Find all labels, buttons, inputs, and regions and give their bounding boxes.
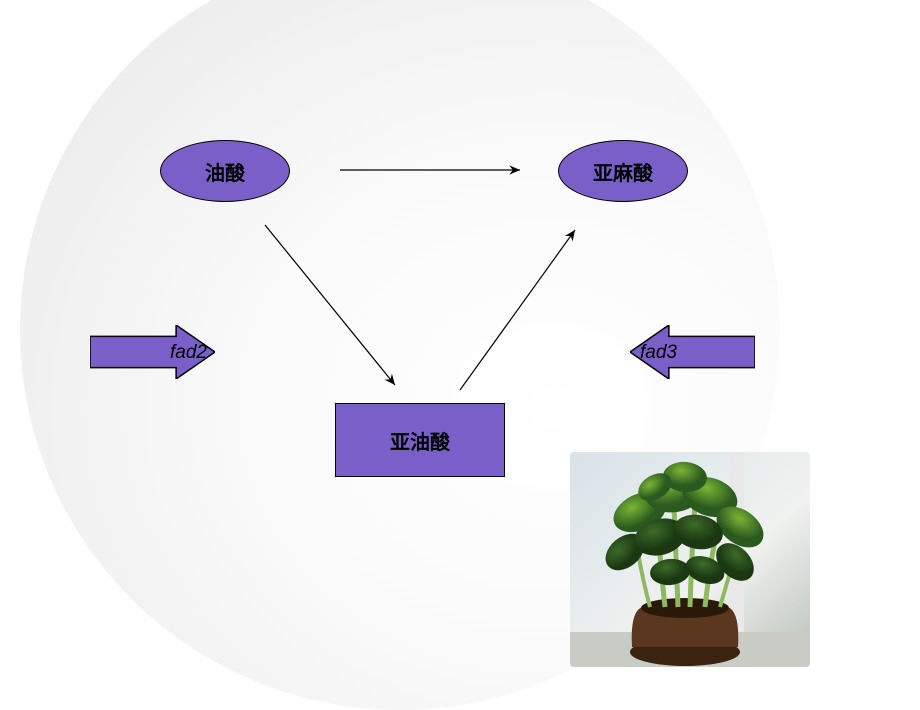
node-linolenic-acid: 亚麻酸 (558, 140, 688, 202)
node-oleic-acid: 油酸 (160, 140, 290, 202)
node-linolenic-label: 亚麻酸 (593, 157, 653, 186)
node-oleic-label: 油酸 (205, 157, 245, 186)
plant-photo (570, 452, 810, 667)
gene-label-fad2: fad2 (170, 342, 207, 364)
gene-label-fad3: fad3 (640, 342, 677, 364)
node-linoleic-acid: 亚油酸 (335, 403, 505, 477)
node-linoleic-label: 亚油酸 (390, 426, 450, 455)
